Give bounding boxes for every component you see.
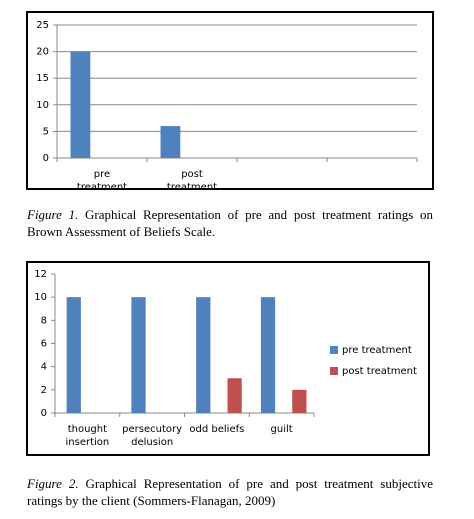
- y-tick-label: 4: [41, 362, 47, 373]
- bar: [196, 297, 211, 413]
- caption-text: Graphical Representation of pre and post…: [27, 207, 433, 239]
- legend-label: pre treatment: [342, 345, 412, 356]
- bar: [260, 297, 276, 413]
- x-tick-label: post treatment: [167, 169, 217, 193]
- y-tick-label: 6: [41, 339, 47, 350]
- caption: Figure 1. Graphical Representation of pr…: [27, 206, 433, 240]
- y-tick-label: 0: [41, 408, 47, 419]
- y-tick-label: 10: [34, 292, 47, 303]
- bar: [70, 51, 91, 158]
- caption: Figure 2. Graphical Representation of pr…: [27, 475, 433, 509]
- legend-swatch: [330, 367, 338, 375]
- bar: [131, 297, 146, 413]
- y-tick-label: 8: [41, 315, 47, 326]
- caption-label: Figure 1.: [27, 207, 79, 222]
- x-tick-label: persecutory delusion: [122, 424, 182, 448]
- chart: 0 5 10 15 20 25 pre treatment post treatment: [26, 11, 434, 193]
- bar: [160, 126, 181, 158]
- legend-swatch: [330, 346, 338, 354]
- y-tick-label: 2: [41, 385, 47, 396]
- bar: [66, 297, 81, 413]
- x-tick-label: guilt: [271, 424, 293, 435]
- y-tick-label: 20: [36, 47, 49, 58]
- y-tick-label: 5: [43, 126, 49, 137]
- chart-frame: [26, 261, 430, 456]
- bar: [292, 389, 307, 413]
- bar: [227, 378, 242, 413]
- caption-text: Graphical Representation of pre and post…: [27, 476, 434, 508]
- y-tick-label: 0: [43, 153, 49, 164]
- caption-label: Figure 2.: [27, 476, 79, 491]
- x-tick-label: odd beliefs: [189, 424, 244, 435]
- legend-label: post treatment: [342, 366, 417, 377]
- y-tick-label: 15: [36, 73, 49, 84]
- chart-frame: [26, 11, 434, 190]
- chart: 0 2 4 6 8 10 12 thought insertion persecutory delu…: [26, 261, 430, 456]
- y-tick-label: 10: [36, 100, 49, 111]
- x-tick-label: thought insertion: [66, 424, 110, 448]
- x-tick-label: pre treatment: [77, 169, 127, 193]
- y-tick-label: 12: [34, 269, 47, 280]
- y-tick-label: 25: [36, 20, 49, 31]
